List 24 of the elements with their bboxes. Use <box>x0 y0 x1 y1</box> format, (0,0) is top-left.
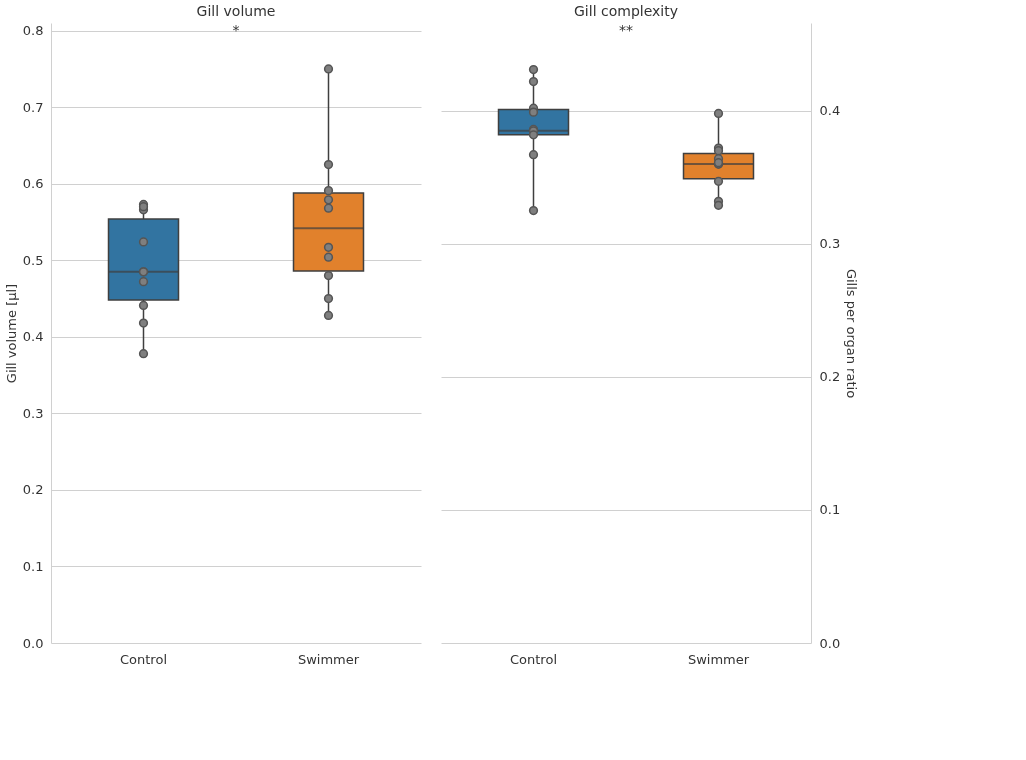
x-tick-label: Control <box>120 651 167 667</box>
y-tick-label: 0.5 <box>22 252 44 268</box>
y2-tick-label: 0.0 <box>819 635 841 651</box>
y-tick-label: 0.3 <box>22 405 44 421</box>
x-tick-label: Swimmer <box>687 651 750 667</box>
y-tick-label: 0.0 <box>22 635 44 651</box>
y-tick-label: 0.2 <box>22 482 44 498</box>
y-tick-label: 0.6 <box>22 176 44 192</box>
x-tick-label: Swimmer <box>297 651 360 667</box>
chart-title: Gill complexity <box>574 3 678 19</box>
y2-tick-label: 0.1 <box>819 502 841 518</box>
chart-title: Gill volume <box>196 3 276 19</box>
y-tick-label: 0.1 <box>22 558 44 574</box>
y2-tick-label: 0.2 <box>819 369 841 385</box>
y2-tick-label: 0.3 <box>819 236 841 252</box>
y-tick-label: 0.7 <box>22 99 44 115</box>
y-tick-label: 0.8 <box>22 23 44 39</box>
annotation: ** <box>619 22 633 38</box>
y2-tick-label: 0.4 <box>819 103 841 119</box>
y-axis-title: Gill volume [µl] <box>3 283 19 384</box>
annotation: * <box>232 22 240 38</box>
y2-axis-title: Gills per organ ratio <box>844 268 860 399</box>
y-tick-label: 0.4 <box>22 329 44 345</box>
x-tick-label: Control <box>510 651 557 667</box>
